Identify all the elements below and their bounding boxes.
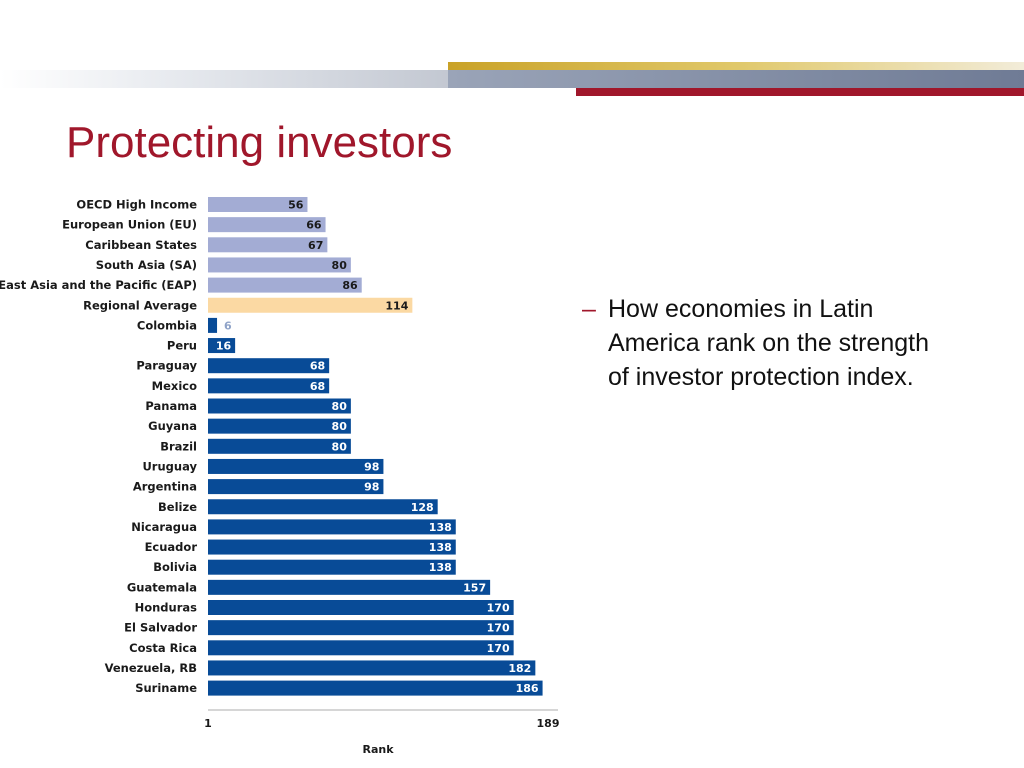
header-band-gray: [0, 70, 448, 88]
bar: [208, 338, 236, 354]
bar-value-label: 186: [516, 682, 539, 695]
category-label: South Asia (SA): [96, 258, 197, 272]
bar-value-label: 98: [364, 460, 379, 473]
category-label: Caribbean States: [85, 238, 197, 252]
bar-value-label: 114: [385, 299, 408, 312]
bar-value-label: 170: [487, 642, 510, 655]
bar: [208, 217, 326, 233]
x-axis-label: Rank: [362, 743, 394, 756]
bar-value-label: 138: [429, 541, 452, 554]
category-label: Paraguay: [136, 359, 197, 373]
bar-value-label: 128: [411, 501, 434, 514]
category-label: Mexico: [152, 379, 197, 393]
bar: [208, 438, 351, 454]
bar: [208, 559, 456, 575]
bar: [208, 398, 351, 414]
category-label: East Asia and the Pacific (EAP): [0, 278, 197, 292]
bar: [208, 418, 351, 434]
bar-value-label: 80: [332, 400, 348, 413]
category-label: El Salvador: [124, 621, 197, 635]
category-label: Guyana: [148, 419, 197, 433]
bar-value-label: 98: [364, 481, 379, 494]
bar-value-label: 80: [332, 259, 348, 272]
category-label: Ecuador: [145, 540, 198, 554]
bar-value-label: 80: [332, 420, 348, 433]
bar: [208, 257, 351, 273]
rank-bar-chart: OECD High Income 56 European Union (EU) 66 C…: [0, 197, 560, 756]
category-label: Argentina: [133, 480, 197, 494]
bullet-text: How economies in Latin America rank on t…: [608, 295, 929, 391]
bar-value-label: 86: [342, 279, 358, 292]
bar: [208, 479, 384, 495]
category-label: Regional Average: [83, 298, 197, 312]
header-band-slate: [448, 70, 1024, 88]
category-label: Honduras: [135, 601, 198, 615]
bar-value-label: 138: [429, 561, 452, 574]
bar: [208, 499, 438, 515]
bullet-dash: –: [582, 295, 596, 323]
bar: [208, 640, 514, 656]
bar: [208, 680, 543, 696]
bar-value-label: 157: [463, 581, 486, 594]
bar: [208, 600, 514, 615]
bar: [208, 660, 536, 676]
category-label: Colombia: [137, 318, 197, 332]
bar-value-label: 6: [224, 319, 232, 332]
bar: [208, 579, 491, 595]
bar: [208, 317, 218, 333]
bar: [208, 620, 514, 636]
category-label: Peru: [167, 339, 197, 353]
page-title: Protecting investors: [66, 118, 453, 167]
bar-value-label: 56: [288, 199, 304, 212]
bar: [208, 519, 456, 535]
bar: [208, 358, 330, 374]
category-label: Suriname: [135, 681, 197, 695]
bar: [208, 277, 362, 293]
category-label: Panama: [145, 399, 197, 413]
bullet-point: – How economies in Latin America rank on…: [582, 292, 942, 394]
bar: [208, 378, 330, 394]
x-tick-label: 189: [537, 717, 560, 730]
category-label: Belize: [158, 500, 197, 514]
category-label: Venezuela, RB: [105, 661, 197, 675]
category-label: Costa Rica: [129, 641, 197, 655]
bar-value-label: 66: [306, 219, 322, 232]
bar-value-label: 170: [487, 602, 510, 615]
bar-value-label: 68: [310, 360, 325, 373]
bar: [208, 539, 456, 555]
bar-value-label: 182: [508, 662, 531, 675]
category-label: Bolivia: [153, 560, 197, 574]
bar-value-label: 170: [487, 622, 510, 635]
bar: [208, 297, 413, 313]
category-label: OECD High Income: [76, 198, 197, 212]
header-band-gold: [448, 62, 1024, 70]
bar-value-label: 16: [216, 340, 232, 353]
category-label: Nicaragua: [131, 520, 197, 534]
bar-value-label: 68: [310, 380, 325, 393]
category-label: European Union (EU): [62, 218, 197, 232]
bar-value-label: 80: [332, 440, 348, 453]
bar: [208, 458, 384, 474]
header-band-red: [576, 88, 1024, 96]
category-label: Guatemala: [127, 580, 197, 594]
bar-value-label: 138: [429, 521, 452, 534]
bar-value-label: 67: [308, 239, 323, 252]
x-tick-label: 1: [204, 717, 212, 730]
bar: [208, 197, 308, 212]
bar: [208, 237, 328, 253]
category-label: Uruguay: [142, 459, 197, 473]
category-label: Brazil: [160, 439, 197, 453]
